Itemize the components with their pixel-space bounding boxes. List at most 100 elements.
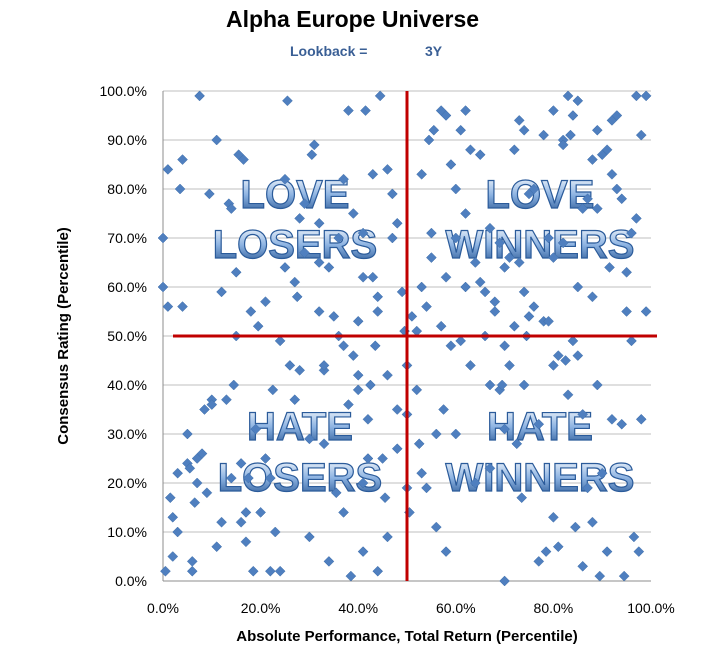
- data-point: [313, 257, 325, 268]
- data-point: [621, 306, 632, 317]
- quadrant-label: LOSERS: [213, 223, 377, 267]
- data-point: [626, 227, 637, 239]
- data-point: [494, 237, 506, 249]
- data-point: [484, 379, 496, 391]
- data-point: [338, 507, 349, 518]
- y-tick-label: 100.0%: [100, 83, 147, 99]
- data-point: [509, 144, 520, 156]
- data-point: [252, 320, 264, 332]
- data-point: [469, 477, 481, 489]
- data-point: [518, 286, 530, 298]
- data-point: [291, 291, 303, 303]
- data-point: [265, 472, 276, 484]
- data-point: [572, 281, 584, 293]
- data-point: [570, 521, 581, 533]
- data-point: [616, 418, 628, 430]
- data-point: [338, 173, 349, 185]
- data-point: [428, 124, 440, 136]
- data-point: [518, 379, 530, 391]
- data-point: [582, 482, 593, 494]
- data-point: [267, 384, 279, 396]
- data-point: [167, 511, 179, 523]
- data-point: [323, 556, 335, 567]
- data-point: [484, 222, 496, 234]
- data-point: [250, 423, 262, 435]
- data-point: [391, 217, 403, 229]
- data-point: [382, 531, 393, 543]
- data-point: [362, 413, 374, 425]
- data-point: [640, 90, 652, 102]
- data-point: [450, 232, 462, 244]
- data-point: [206, 399, 218, 410]
- data-point: [640, 306, 652, 317]
- quadrant-label: HATE: [247, 405, 353, 449]
- data-point: [313, 306, 325, 317]
- data-point: [274, 565, 286, 577]
- data-point: [591, 379, 603, 391]
- lookback-label: Lookback =: [290, 43, 368, 59]
- y-tick-label: 50.0%: [107, 328, 147, 344]
- data-point: [369, 340, 381, 352]
- data-point: [440, 546, 452, 557]
- data-point: [445, 340, 457, 352]
- quadrant-labels: LOVELOSERSLOVEWINNERSHATELOSERSHATEWINNE…: [212, 172, 635, 500]
- data-point: [391, 443, 403, 455]
- data-point: [504, 252, 515, 263]
- data-point: [562, 389, 574, 401]
- data-point: [391, 404, 403, 415]
- data-point: [438, 404, 449, 415]
- data-point: [421, 301, 432, 312]
- data-point: [299, 247, 310, 259]
- data-point: [548, 360, 559, 371]
- data-point: [228, 379, 240, 391]
- y-tick-label: 40.0%: [107, 377, 147, 393]
- data-point: [347, 350, 359, 361]
- data-point: [548, 252, 559, 263]
- divider-lines: [173, 91, 657, 581]
- data-point: [345, 570, 357, 582]
- data-point: [396, 286, 408, 298]
- data-point: [157, 281, 169, 293]
- y-tick-label: 90.0%: [107, 132, 147, 148]
- x-tick-label: 100.0%: [627, 600, 674, 616]
- data-point: [596, 467, 608, 479]
- data-point: [177, 301, 188, 312]
- data-point: [352, 369, 364, 381]
- data-point: [372, 291, 384, 303]
- data-point: [601, 144, 613, 156]
- data-point: [516, 492, 528, 504]
- data-point: [162, 164, 174, 175]
- data-point: [279, 262, 291, 273]
- data-point: [450, 428, 462, 440]
- data-point: [240, 507, 252, 518]
- data-point: [499, 340, 510, 352]
- data-point: [318, 360, 330, 371]
- x-tick-label: 20.0%: [241, 600, 281, 616]
- data-point: [499, 423, 510, 435]
- data-point: [626, 335, 637, 347]
- data-point: [430, 521, 442, 533]
- data-point: [416, 467, 427, 479]
- data-point: [460, 281, 471, 293]
- data-point: [328, 311, 340, 322]
- data-point: [279, 173, 291, 185]
- y-tick-label: 20.0%: [107, 475, 147, 491]
- data-point: [540, 546, 552, 557]
- data-point: [572, 350, 584, 361]
- quadrant-label: LOVE: [241, 173, 350, 217]
- data-point: [604, 262, 615, 273]
- data-point: [221, 394, 232, 406]
- quadrant-label: LOVE: [486, 173, 595, 217]
- data-point: [426, 227, 437, 239]
- data-point: [440, 271, 452, 283]
- data-point: [445, 159, 457, 170]
- data-points: [157, 90, 652, 587]
- data-point: [548, 105, 559, 116]
- data-point: [406, 311, 418, 322]
- data-point: [577, 560, 589, 572]
- data-point: [538, 129, 549, 141]
- data-point: [186, 556, 198, 567]
- data-point: [265, 565, 276, 577]
- data-point: [567, 335, 579, 347]
